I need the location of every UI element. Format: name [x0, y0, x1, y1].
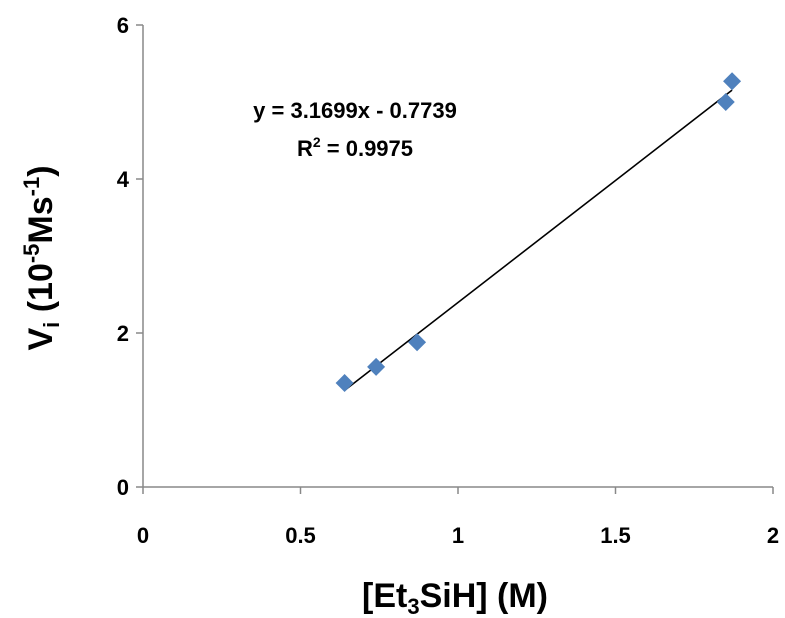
data-point: [408, 333, 427, 352]
trendline-equation: y = 3.1699x - 0.7739: [253, 98, 457, 123]
data-points: [335, 72, 742, 393]
x-tick-label: 1.5: [600, 523, 631, 548]
axes: [136, 24, 774, 494]
data-point: [335, 374, 354, 393]
trendline-r-squared: R2 = 0.9975: [297, 134, 413, 161]
trendline: [344, 89, 733, 392]
data-point: [367, 357, 386, 376]
tick-labels: 0 2 4 6 0 0.5 1 1.5 2: [117, 13, 779, 548]
y-tick-label: 4: [117, 167, 130, 192]
y-tick-label: 6: [117, 13, 129, 38]
x-tick-label: 2: [767, 523, 779, 548]
x-axis-title: [Et3SiH] (M): [362, 577, 548, 618]
y-tick-label: 2: [117, 321, 129, 346]
x-tick-label: 1: [452, 523, 464, 548]
data-point: [723, 72, 742, 91]
y-tick-label: 0: [117, 475, 129, 500]
trendline-group: [344, 89, 733, 392]
y-axis-title: Vi (10-5Ms-1): [19, 165, 64, 350]
x-tick-label: 0.5: [285, 523, 316, 548]
x-tick-label: 0: [137, 523, 149, 548]
data-point: [716, 93, 735, 111]
